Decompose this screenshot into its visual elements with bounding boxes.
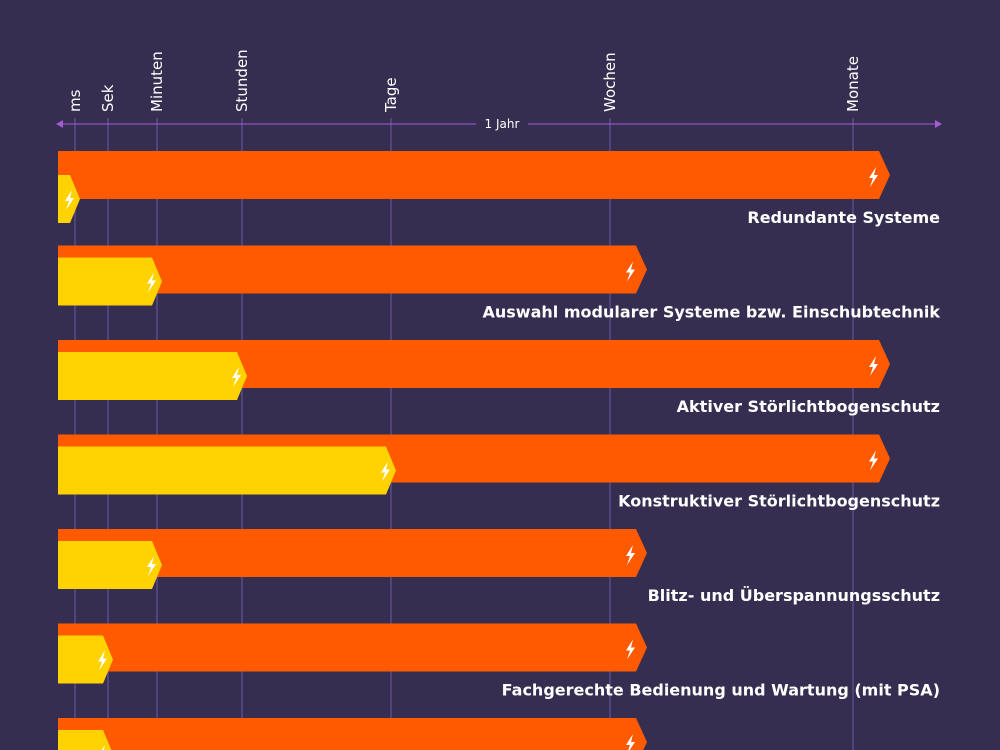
tick-label-minuten: Minuten <box>148 51 166 112</box>
row-label: Konstruktiver Störlichtbogenschutz <box>618 492 940 511</box>
inner-bar <box>58 730 112 750</box>
row-label: Aktiver Störlichtbogenschutz <box>677 397 940 416</box>
lightning-bolt-icon <box>65 190 74 210</box>
inner-bar <box>58 541 162 589</box>
span-label: 1 Jahr <box>485 117 520 131</box>
bars: Redundante Systeme Auswahl modularer Syst… <box>58 151 940 750</box>
lightning-bolt-icon <box>869 356 878 376</box>
bar-row: Fachgerechte Bedienung und Wartung (mit … <box>58 623 940 700</box>
tick-label-wochen: Wochen <box>601 52 619 112</box>
bar-row <box>58 718 647 750</box>
lightning-bolt-icon <box>232 367 241 387</box>
span-arrowhead-left <box>56 120 63 128</box>
bar-row: Blitz- und Überspannungsschutz <box>58 529 940 605</box>
tick-label-ms: ms <box>66 89 84 112</box>
lightning-bolt-icon <box>626 545 635 565</box>
row-label: Auswahl modularer Systeme bzw. Einschubt… <box>483 303 941 322</box>
bar-row: Konstruktiver Störlichtbogenschutz <box>58 434 940 511</box>
lightning-bolt-icon <box>147 272 156 293</box>
tick-label-stunden: Stunden <box>233 49 251 112</box>
outer-bar <box>58 529 647 577</box>
span-annotation: 1 Jahr <box>56 117 942 131</box>
tick-labels: ms Sek Minuten Stunden Tage Wochen Monate <box>66 49 862 113</box>
tick-label-tage: Tage <box>382 77 400 113</box>
outer-bar <box>58 340 890 388</box>
tick-label-monate: Monate <box>844 56 862 112</box>
lightning-bolt-icon <box>147 556 156 576</box>
span-arrowhead-right <box>935 120 942 128</box>
lightning-bolt-icon <box>101 745 105 750</box>
tick-label-sek: Sek <box>99 84 117 112</box>
gridlines <box>74 118 854 750</box>
outer-bar <box>58 151 890 199</box>
row-label: Blitz- und Überspannungsschutz <box>648 586 940 605</box>
lightning-bolt-icon <box>626 734 635 750</box>
lightning-bolt-icon <box>626 261 635 282</box>
inner-bar <box>58 635 113 684</box>
row-label: Fachgerechte Bedienung und Wartung (mit … <box>502 681 940 700</box>
lightning-bolt-icon <box>626 639 635 660</box>
inner-bar <box>58 446 396 495</box>
outer-bar <box>58 245 647 294</box>
lightning-bolt-icon <box>381 461 390 482</box>
inner-bar <box>58 352 247 400</box>
bar-row: Auswahl modularer Systeme bzw. Einschubt… <box>58 245 941 322</box>
outer-bar <box>58 718 647 750</box>
lightning-bolt-icon <box>869 167 878 187</box>
outer-bar <box>58 623 647 672</box>
lightning-bolt-icon <box>869 450 878 471</box>
inner-bar <box>58 257 162 306</box>
lightning-bolt-icon <box>98 650 107 671</box>
row-label: Redundante Systeme <box>747 208 940 227</box>
bar-row: Redundante Systeme <box>58 151 940 227</box>
bar-row: Aktiver Störlichtbogenschutz <box>58 340 940 416</box>
